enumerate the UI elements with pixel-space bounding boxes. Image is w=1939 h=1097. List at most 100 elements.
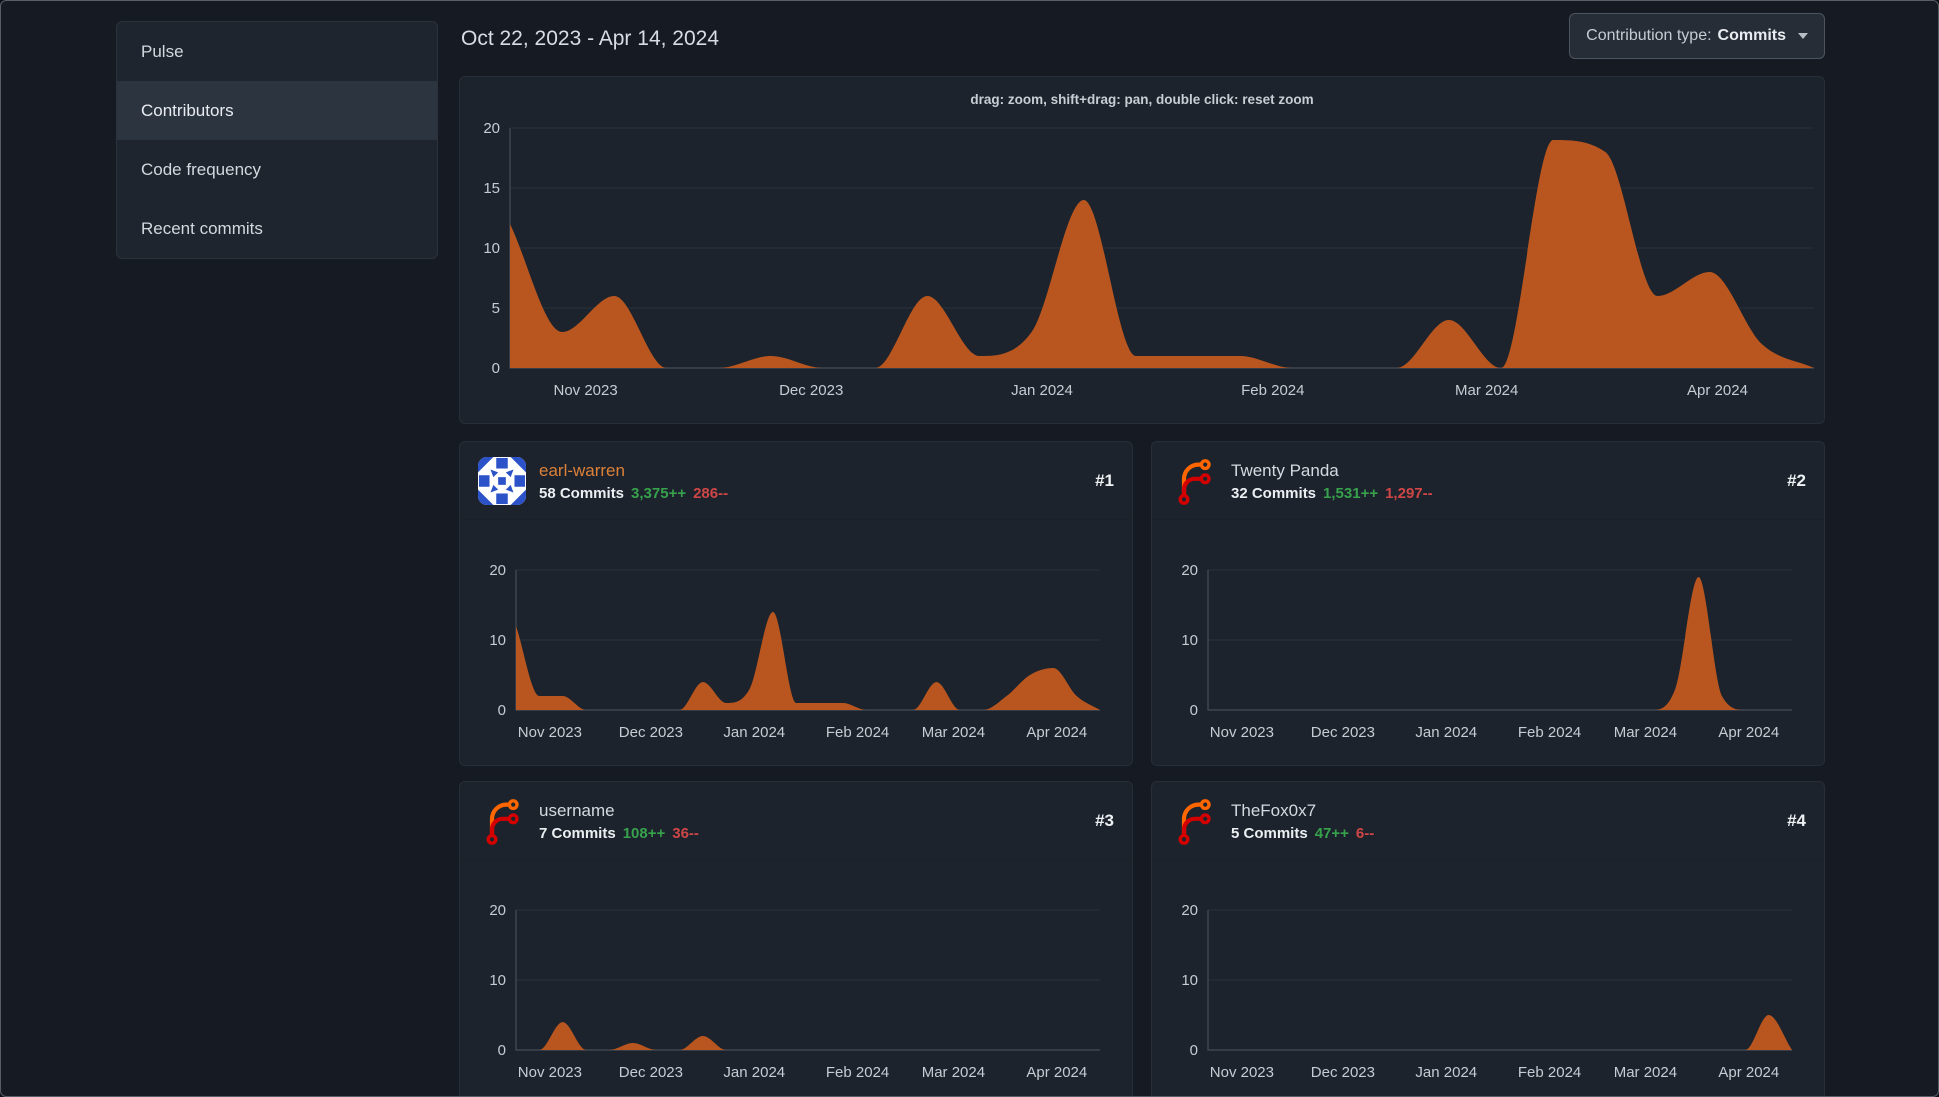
- svg-text:Mar 2024: Mar 2024: [1455, 382, 1518, 399]
- svg-text:Dec 2023: Dec 2023: [779, 382, 843, 399]
- contribution-type-dropdown[interactable]: Contribution type: Commits: [1569, 13, 1825, 59]
- svg-text:Feb 2024: Feb 2024: [1518, 1064, 1581, 1081]
- contributor-name: username: [539, 800, 615, 820]
- identicon-avatar: [478, 457, 526, 505]
- overall-chart-card: drag: zoom, shift+drag: pan, double clic…: [459, 76, 1825, 424]
- svg-text:Dec 2023: Dec 2023: [619, 1064, 683, 1081]
- commit-count: 32 Commits: [1231, 484, 1317, 502]
- contributor-card-header: username 7 Commits 108++ 36-- #3: [460, 782, 1132, 860]
- svg-text:10: 10: [1181, 632, 1198, 649]
- rank-badge: #2: [1787, 471, 1806, 490]
- deletions-count: 36--: [672, 824, 699, 842]
- svg-text:Nov 2023: Nov 2023: [1210, 1064, 1274, 1081]
- svg-text:20: 20: [483, 120, 500, 137]
- svg-text:Feb 2024: Feb 2024: [1241, 382, 1304, 399]
- forgejo-logo-avatar: [478, 797, 526, 845]
- additions-count: 3,375++: [631, 484, 687, 502]
- svg-text:Nov 2023: Nov 2023: [1210, 724, 1274, 741]
- svg-text:Jan 2024: Jan 2024: [1011, 382, 1073, 399]
- svg-text:0: 0: [498, 1042, 506, 1059]
- contributor-card: username 7 Commits 108++ 36-- #3 0 10 20 Nov …: [459, 781, 1133, 1096]
- contributor-name: TheFox0x7: [1231, 800, 1317, 820]
- contributor-card: earl-warren 58 Commits 3,375++ 286-- #1 0 1…: [459, 441, 1133, 766]
- main-content: Oct 22, 2023 - Apr 14, 2024 Contribution…: [459, 1, 1825, 1096]
- rank-badge: #1: [1095, 471, 1114, 490]
- svg-text:10: 10: [1181, 972, 1198, 989]
- svg-text:Nov 2023: Nov 2023: [518, 1064, 582, 1081]
- contributor-chart[interactable]: 0 10 20 Nov 2023 Dec 2023 Jan 2024 Feb 2024 Mar…: [1152, 860, 1824, 1096]
- svg-text:Feb 2024: Feb 2024: [826, 724, 889, 741]
- svg-text:0: 0: [492, 360, 500, 377]
- sidebar-menu: Pulse Contributors Code frequency Recent…: [116, 21, 438, 259]
- commit-count: 58 Commits: [539, 484, 625, 502]
- svg-text:Mar 2024: Mar 2024: [922, 724, 985, 741]
- page-header: Oct 22, 2023 - Apr 14, 2024 Contribution…: [459, 1, 1825, 76]
- svg-text:Apr 2024: Apr 2024: [1026, 724, 1087, 741]
- svg-text:0: 0: [498, 702, 506, 719]
- svg-text:Dec 2023: Dec 2023: [1311, 724, 1375, 741]
- svg-text:0: 0: [1190, 1042, 1198, 1059]
- svg-text:Mar 2024: Mar 2024: [1614, 724, 1677, 741]
- svg-text:Jan 2024: Jan 2024: [1415, 1064, 1477, 1081]
- svg-text:Nov 2023: Nov 2023: [518, 724, 582, 741]
- contributor-name[interactable]: earl-warren: [539, 460, 625, 480]
- svg-text:Apr 2024: Apr 2024: [1718, 1064, 1779, 1081]
- svg-text:Feb 2024: Feb 2024: [1518, 724, 1581, 741]
- contributor-card-header: earl-warren 58 Commits 3,375++ 286-- #1: [460, 442, 1132, 520]
- date-range-title: Oct 22, 2023 - Apr 14, 2024: [461, 27, 720, 50]
- svg-text:Mar 2024: Mar 2024: [1614, 1064, 1677, 1081]
- sidebar-item-code-frequency[interactable]: Code frequency: [141, 159, 262, 179]
- sidebar-item-contributors[interactable]: Contributors: [117, 81, 437, 140]
- contributor-card: TheFox0x7 5 Commits 47++ 6-- #4 0 10 20 Nov 2…: [1151, 781, 1825, 1096]
- contribution-type-label: Contribution type:: [1586, 27, 1712, 44]
- svg-text:10: 10: [489, 972, 506, 989]
- additions-count: 47++: [1314, 824, 1349, 842]
- chevron-down-icon: [1798, 33, 1808, 39]
- contributor-chart[interactable]: 0 10 20 Nov 2023 Dec 2023 Jan 2024 Feb 2024 Mar…: [1152, 520, 1824, 760]
- svg-text:10: 10: [489, 632, 506, 649]
- overall-contributions-chart[interactable]: 0 5 10 15 20 Nov 2023 Dec 2023 Jan 2024 Feb 2024…: [460, 111, 1824, 421]
- svg-text:20: 20: [1181, 562, 1198, 579]
- svg-text:Jan 2024: Jan 2024: [723, 724, 785, 741]
- svg-text:Nov 2023: Nov 2023: [553, 382, 617, 399]
- commit-count: 5 Commits: [1231, 824, 1308, 842]
- svg-text:Apr 2024: Apr 2024: [1718, 724, 1779, 741]
- sidebar-item-pulse[interactable]: Pulse: [141, 41, 184, 61]
- svg-text:5: 5: [492, 300, 500, 317]
- svg-text:15: 15: [483, 180, 500, 197]
- contributor-chart[interactable]: 0 10 20 Nov 2023 Dec 2023 Jan 2024 Feb 2024 Mar…: [460, 520, 1132, 760]
- svg-text:Dec 2023: Dec 2023: [619, 724, 683, 741]
- svg-text:Dec 2023: Dec 2023: [1311, 1064, 1375, 1081]
- contributor-name: Twenty Panda: [1231, 460, 1339, 480]
- additions-count: 108++: [622, 824, 666, 842]
- contributor-card: Twenty Panda 32 Commits 1,531++ 1,297-- #2…: [1151, 441, 1825, 766]
- chart-zoom-hint: drag: zoom, shift+drag: pan, double clic…: [970, 92, 1314, 107]
- contributor-card-header: Twenty Panda 32 Commits 1,531++ 1,297-- #2: [1152, 442, 1824, 520]
- deletions-count: 6--: [1355, 824, 1375, 842]
- forgejo-logo-avatar: [1170, 797, 1218, 845]
- svg-text:Jan 2024: Jan 2024: [1415, 724, 1477, 741]
- svg-text:Jan 2024: Jan 2024: [723, 1064, 785, 1081]
- contributor-cards-grid: earl-warren 58 Commits 3,375++ 286-- #1 0 1…: [459, 441, 1825, 1096]
- sidebar-item-recent-commits[interactable]: Recent commits: [141, 218, 263, 238]
- svg-text:Apr 2024: Apr 2024: [1026, 1064, 1087, 1081]
- deletions-count: 1,297--: [1385, 484, 1433, 502]
- svg-text:10: 10: [483, 240, 500, 257]
- svg-text:Apr 2024: Apr 2024: [1687, 382, 1748, 399]
- contribution-type-value: Commits: [1717, 27, 1786, 44]
- rank-badge: #3: [1095, 811, 1114, 830]
- svg-text:0: 0: [1190, 702, 1198, 719]
- svg-text:20: 20: [1181, 902, 1198, 919]
- deletions-count: 286--: [693, 484, 729, 502]
- svg-text:Feb 2024: Feb 2024: [826, 1064, 889, 1081]
- contributor-chart[interactable]: 0 10 20 Nov 2023 Dec 2023 Jan 2024 Feb 2024 Mar…: [460, 860, 1132, 1096]
- svg-text:Mar 2024: Mar 2024: [922, 1064, 985, 1081]
- rank-badge: #4: [1787, 811, 1806, 830]
- additions-count: 1,531++: [1323, 484, 1379, 502]
- contributor-card-header: TheFox0x7 5 Commits 47++ 6-- #4: [1152, 782, 1824, 860]
- svg-text:20: 20: [489, 562, 506, 579]
- commit-count: 7 Commits: [539, 824, 616, 842]
- forgejo-logo-avatar: [1170, 457, 1218, 505]
- svg-text:20: 20: [489, 902, 506, 919]
